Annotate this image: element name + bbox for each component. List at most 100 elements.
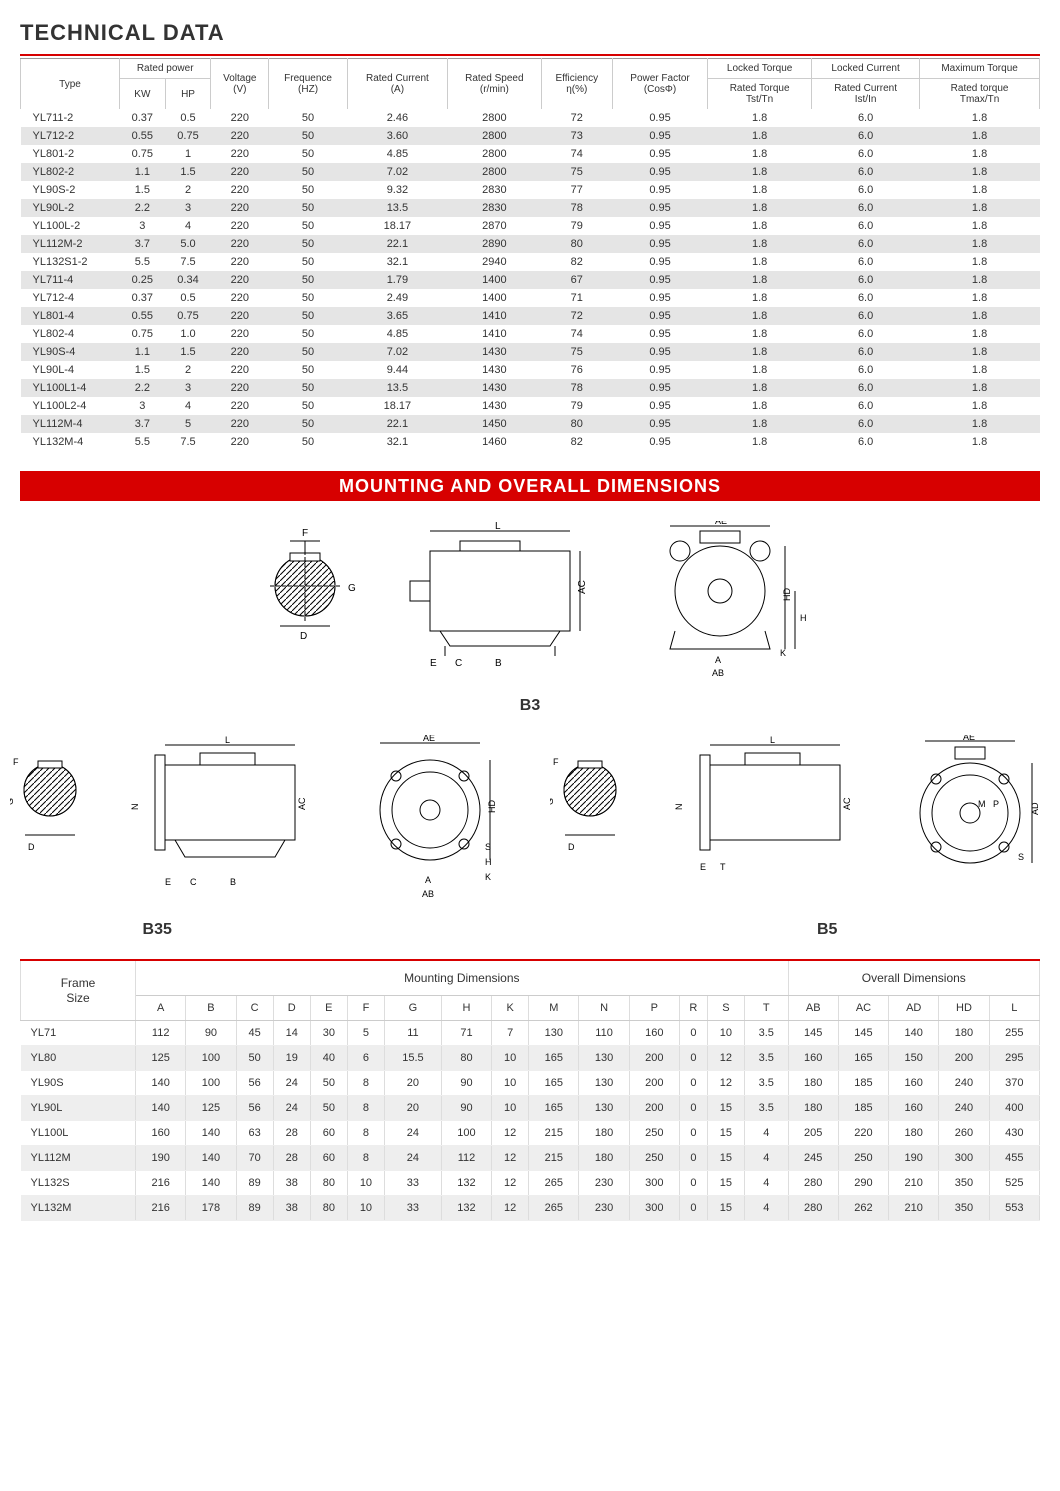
table-cell: 0.95 [612, 289, 707, 307]
dimensions-table: Frame Size Mounting Dimensions Overall D… [20, 959, 1040, 1221]
table-cell: YL90L [21, 1096, 136, 1121]
svg-text:AE: AE [423, 735, 435, 743]
side-diagram-b5: L N AC E T [670, 735, 860, 885]
table-row: YL132S1-25.57.52205032.12940820.951.86.0… [21, 253, 1040, 271]
svg-text:A: A [715, 655, 721, 665]
table-cell: 220 [211, 415, 269, 433]
table-cell: 240 [939, 1096, 989, 1121]
table-cell: YL711-4 [21, 271, 120, 289]
svg-text:P: P [993, 799, 999, 809]
table-cell: 2800 [447, 127, 541, 145]
table-cell: 60 [310, 1121, 347, 1146]
table-cell: 12 [492, 1146, 529, 1171]
table-cell: 180 [579, 1146, 629, 1171]
table-cell: 125 [136, 1046, 186, 1071]
table-cell: 10 [347, 1196, 384, 1221]
table-cell: 28 [273, 1121, 310, 1146]
table-cell: 3.5 [744, 1021, 788, 1046]
table-cell: 33 [385, 1196, 442, 1221]
table-cell: 220 [211, 181, 269, 199]
table-cell: 1 [165, 145, 211, 163]
table-cell: 4 [744, 1171, 788, 1196]
table-cell: 89 [236, 1196, 273, 1221]
table-row: YL801-20.751220504.852800740.951.86.01.8 [21, 145, 1040, 163]
table-cell: 1400 [447, 289, 541, 307]
th-speed: Rated Speed (r/min) [447, 59, 541, 110]
table-cell: 0.95 [612, 325, 707, 343]
b35-label: B35 [143, 921, 172, 939]
table-cell: 82 [541, 433, 612, 451]
th-locked-t-sub: Rated Torque Tst/Tn [708, 79, 812, 110]
table-cell: 11 [385, 1021, 442, 1046]
table-cell: 160 [889, 1096, 939, 1121]
table-cell: 1410 [447, 325, 541, 343]
table-cell: 73 [541, 127, 612, 145]
table-cell: 10 [492, 1046, 529, 1071]
table-row: YL711-20.370.5220502.462800720.951.86.01… [21, 109, 1040, 127]
table-cell: 1450 [447, 415, 541, 433]
table-cell: 6.0 [812, 217, 920, 235]
table-cell: 100 [441, 1121, 491, 1146]
table-cell: 5.0 [165, 235, 211, 253]
table-cell: 255 [989, 1021, 1039, 1046]
table-cell: 130 [529, 1021, 579, 1046]
table-cell: 6.0 [812, 433, 920, 451]
table-cell: 1.1 [120, 163, 166, 181]
table-cell: 0.34 [165, 271, 211, 289]
svg-text:M: M [978, 799, 986, 809]
table-cell: 165 [529, 1046, 579, 1071]
th-dim-col: AB [788, 996, 838, 1021]
table-cell: 290 [838, 1171, 888, 1196]
table-cell: 7.02 [347, 343, 447, 361]
table-cell: 6.0 [812, 235, 920, 253]
table-cell: 22.1 [347, 235, 447, 253]
table-cell: 200 [939, 1046, 989, 1071]
table-cell: 50 [269, 307, 348, 325]
table-cell: 220 [211, 217, 269, 235]
table-cell: 140 [136, 1096, 186, 1121]
table-cell: 4 [744, 1196, 788, 1221]
th-dim-col: S [707, 996, 744, 1021]
svg-text:AE: AE [963, 735, 975, 742]
table-cell: 50 [310, 1096, 347, 1121]
table-cell: 15.5 [385, 1046, 442, 1071]
table-cell: 140 [186, 1171, 236, 1196]
table-cell: 1.8 [920, 433, 1040, 451]
th-current: Rated Current (A) [347, 59, 447, 110]
side-diagram-b35: L N AC E C B [130, 735, 320, 895]
table-cell: 80 [541, 235, 612, 253]
table-row: YL801-40.550.75220503.651410720.951.86.0… [21, 307, 1040, 325]
table-cell: 82 [541, 253, 612, 271]
table-cell: 12 [707, 1046, 744, 1071]
th-freq: Frequence (HZ) [269, 59, 348, 110]
table-cell: 4.85 [347, 325, 447, 343]
table-cell: 220 [211, 289, 269, 307]
table-cell: 72 [541, 307, 612, 325]
table-cell: 3.7 [120, 235, 166, 253]
table-cell: 0.95 [612, 181, 707, 199]
table-cell: 1.8 [708, 397, 812, 415]
front-diagram-b5: AE AD M P S [900, 735, 1050, 895]
table-cell: 2800 [447, 163, 541, 181]
svg-text:L: L [770, 735, 775, 745]
th-dim-col: AD [889, 996, 939, 1021]
technical-data-table: Type Rated power Voltage (V) Frequence (… [20, 58, 1040, 451]
th-pf: Power Factor (CosΦ) [612, 59, 707, 110]
table-cell: 7.5 [165, 433, 211, 451]
table-cell: 3 [165, 199, 211, 217]
table-cell: 75 [541, 163, 612, 181]
table-cell: 50 [310, 1071, 347, 1096]
table-cell: 0.95 [612, 127, 707, 145]
table-cell: YL100L [21, 1121, 136, 1146]
svg-text:HD: HD [782, 588, 792, 601]
table-cell: 24 [385, 1146, 442, 1171]
table-cell: 0.95 [612, 163, 707, 181]
table-cell: 160 [788, 1046, 838, 1071]
table-cell: 130 [579, 1046, 629, 1071]
table-cell: 230 [579, 1196, 629, 1221]
table-cell: 1.8 [920, 289, 1040, 307]
svg-text:HD: HD [487, 800, 497, 813]
table-cell: 210 [889, 1171, 939, 1196]
table-cell: 0.95 [612, 199, 707, 217]
table-row: YL802-40.751.0220504.851410740.951.86.01… [21, 325, 1040, 343]
